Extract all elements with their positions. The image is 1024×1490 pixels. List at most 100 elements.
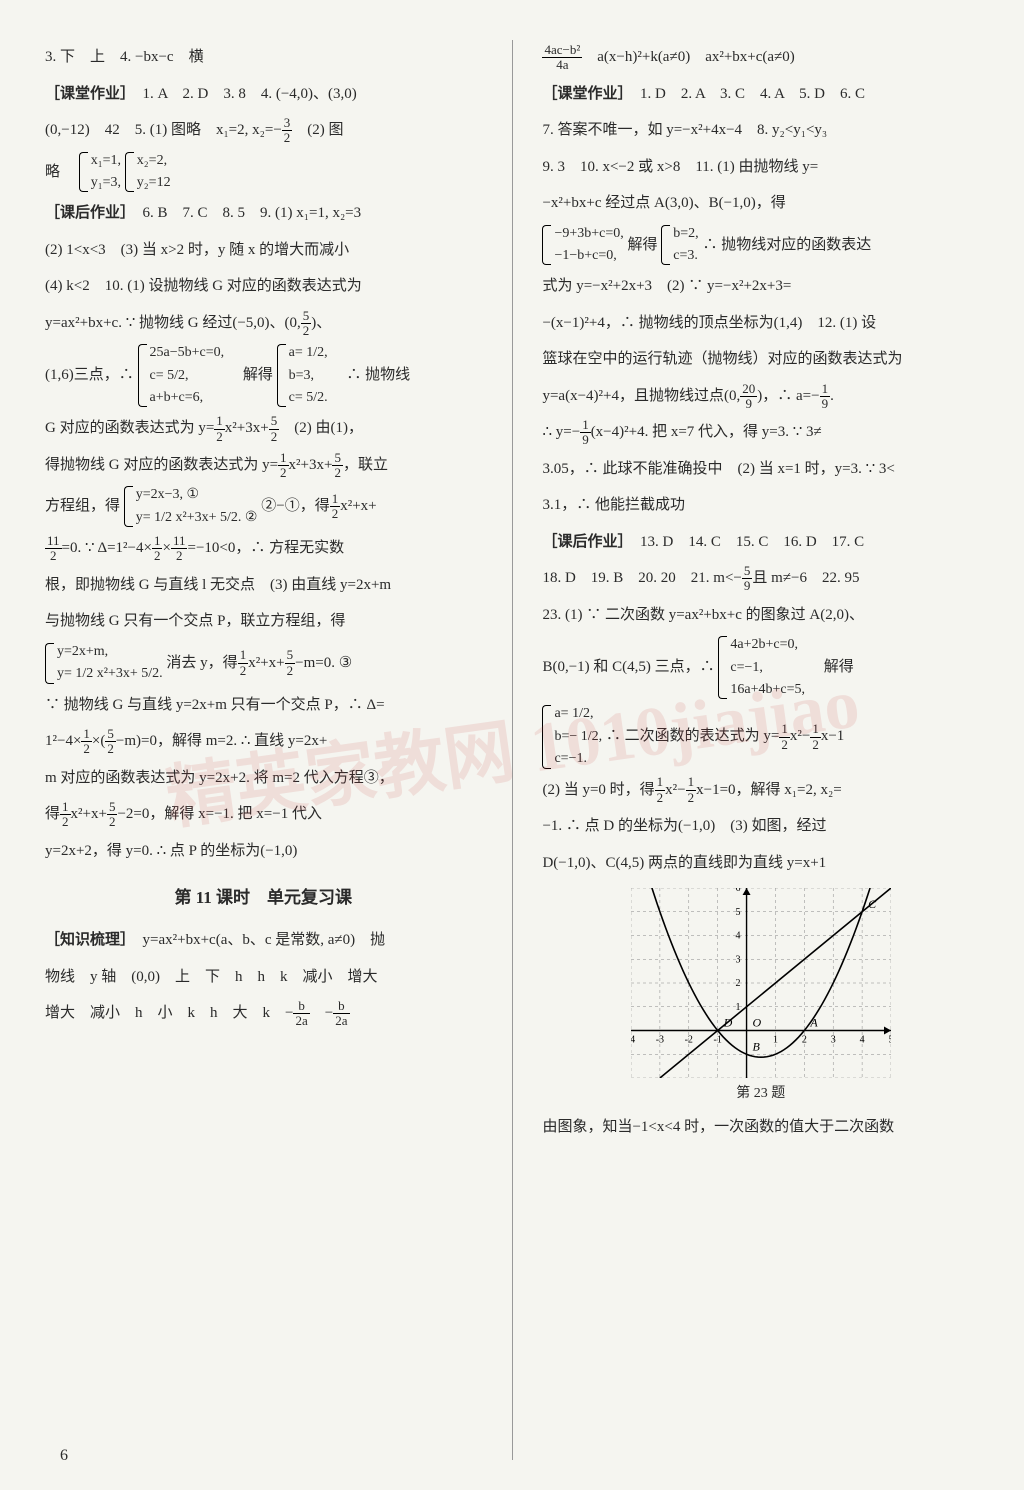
text: )，∴ a=− [757, 388, 819, 404]
text-line: 式为 y=−x²+2x+3 (2) ∵ y=−x²+2x+3= [542, 269, 979, 304]
text-line: (0,−12) 42 5. (1) 图略 x₁=2, x₂=−32 (2) 图 [45, 113, 482, 148]
text: ∴ 抛物线 [331, 367, 410, 383]
section-label: ［课堂作业］ [45, 86, 128, 102]
text: 6. B 7. C 8. 5 9. (1) x₁=1, x₂=3 [128, 205, 362, 221]
fraction: 12 [214, 414, 225, 444]
text: 且 m≠−6 22. 95 [752, 570, 859, 586]
text: 1. A 2. D 3. 8 4. (−4,0)、(3,0) [128, 86, 357, 102]
svg-text:D: D [722, 1016, 732, 1030]
text: 1. D 2. A 3. C 4. A 5. D 6. C [625, 86, 865, 102]
text: 18. D 19. B 20. 20 21. m<− [542, 570, 741, 586]
text-line: −(x−1)²+4，∴ 抛物线的顶点坐标为(1,4) 12. (1) 设 [542, 306, 979, 341]
text-line: y=2x+2，得 y=0. ∴ 点 P 的坐标为(−1,0) [45, 834, 482, 869]
fraction: 52 [105, 727, 116, 757]
text: (x−4)²+4. 把 x=7 代入，得 y=3. ∵ 3≠ [591, 424, 822, 440]
text: 1²−4× [45, 733, 81, 749]
text: −m=0. ③ [295, 655, 352, 671]
text: × [162, 540, 170, 556]
text: (1,6)三点，∴ [45, 367, 138, 383]
text: −m)=0，解得 m=2. ∴ 直线 y=2x+ [116, 733, 327, 749]
text: ，联立 [343, 457, 388, 473]
text-line: G 对应的函数表达式为 y=12x²+3x+52 (2) 由(1)， [45, 411, 482, 446]
svg-text:2: 2 [802, 1035, 807, 1046]
text: x²+x+ [340, 498, 376, 514]
text: 方程组，得 [45, 498, 120, 514]
text: x²+x+ [248, 655, 284, 671]
svg-text:1: 1 [773, 1035, 778, 1046]
text: x²− [665, 782, 685, 798]
fraction: 112 [171, 534, 188, 564]
fraction: b2a [293, 999, 309, 1029]
fraction: 12 [238, 648, 249, 678]
text-line: ∴ y=−19(x−4)²+4. 把 x=7 代入，得 y=3. ∵ 3≠ [542, 415, 979, 450]
svg-text:4: 4 [859, 1035, 864, 1046]
text-line: 与抛物线 G 只有一个交点 P，联立方程组，得 [45, 604, 482, 639]
text: −2=0，解得 x=−1. 把 x=−1 代入 [117, 806, 322, 822]
text-line: 物线 y 轴 (0,0) 上 下 h h k 减小 增大 [45, 960, 482, 995]
fraction: 19 [580, 418, 591, 448]
text-line: (1,6)三点，∴ 25a−5b+c=0,c= 5/2,a+b+c=6, 解得 … [45, 342, 482, 409]
svg-text:5: 5 [735, 907, 740, 918]
fraction: 52 [332, 451, 343, 481]
section-label: ［课后作业］ [542, 534, 625, 550]
text-line: 由图象，知当−1<x<4 时，一次函数的值大于二次函数 [542, 1110, 979, 1145]
fraction: 12 [686, 775, 697, 805]
svg-text:-4: -4 [631, 1035, 635, 1046]
text-line: 1²−4×12×(52−m)=0，解得 m=2. ∴ 直线 y=2x+ [45, 724, 482, 759]
text: (0,−12) 42 5. (1) 图略 x₁=2, x₂=− [45, 122, 282, 138]
svg-text:-3: -3 [655, 1035, 663, 1046]
svg-text:A: A [809, 1016, 818, 1030]
brace-system: −9+3b+c=0,−1−b+c=0, [542, 223, 623, 268]
text: 增大 减小 h 小 k h 大 k − [45, 1005, 293, 1021]
text-line: ［课堂作业］ 1. A 2. D 3. 8 4. (−4,0)、(3,0) [45, 77, 482, 112]
text: a(x−h)²+k(a≠0) ax²+bx+c(a≠0) [582, 49, 795, 65]
fraction: 112 [45, 534, 62, 564]
text: G 对应的函数表达式为 y= [45, 420, 214, 436]
text: =0. ∵ Δ=1²−4× [62, 540, 152, 556]
text: =−10<0，∴ 方程无实数 [187, 540, 344, 556]
text-line: m 对应的函数表达式为 y=2x+2. 将 m=2 代入方程③， [45, 761, 482, 796]
brace-system: x₂=2,y₂=12 [125, 150, 171, 195]
svg-text:4: 4 [735, 931, 740, 942]
text: (2) 由(1)， [279, 420, 363, 436]
text-line: D(−1,0)、C(4,5) 两点的直线即为直线 y=x+1 [542, 846, 979, 881]
text: x²− [790, 728, 810, 744]
fraction: 12 [779, 722, 790, 752]
brace-system: x₁=1,y₁=3, [79, 150, 121, 195]
text: y=ax²+bx+c(a、b、c 是常数, a≠0) 抛 [128, 932, 386, 948]
lesson-title: 第 11 课时 单元复习课 [45, 878, 482, 917]
text: ②−①，得 [261, 498, 329, 514]
text-line: ［课后作业］ 6. B 7. C 8. 5 9. (1) x₁=1, x₂=3 [45, 196, 482, 231]
text-line: (2) 1<x<3 (3) 当 x>2 时，y 随 x 的增大而减小 [45, 233, 482, 268]
text-line: ［课后作业］ 13. D 14. C 15. C 16. D 17. C [542, 525, 979, 560]
svg-text:6: 6 [735, 888, 740, 894]
text: 解得 [809, 659, 854, 675]
fraction: 32 [282, 116, 293, 146]
text: 略 [45, 163, 75, 179]
left-column: 3. 下 上 4. −bx−c 横 ［课堂作业］ 1. A 2. D 3. 8 … [45, 40, 482, 1460]
text: − [310, 1005, 333, 1021]
svg-text:3: 3 [830, 1035, 835, 1046]
text-line: 4ac−b²4a a(x−h)²+k(a≠0) ax²+bx+c(a≠0) [542, 40, 979, 75]
fraction: 12 [330, 492, 341, 522]
fraction: 12 [81, 727, 92, 757]
text-line: 增大 减小 h 小 k h 大 k −b2a −b2a [45, 996, 482, 1031]
svg-text:C: C [868, 897, 877, 911]
text: ∴ 抛物线对应的函数表达 [702, 236, 871, 252]
text-line: 112=0. ∵ Δ=1²−4×12×112=−10<0，∴ 方程无实数 [45, 531, 482, 566]
svg-text:B: B [752, 1039, 760, 1053]
brace-system: 25a−5b+c=0,c= 5/2,a+b+c=6, [138, 342, 225, 409]
text-line: 23. (1) ∵ 二次函数 y=ax²+bx+c 的图象过 A(2,0)、 [542, 598, 979, 633]
fraction: 52 [269, 414, 280, 444]
svg-text:2: 2 [735, 978, 740, 989]
brace-system: b=2,c=3. [661, 223, 698, 268]
text: ×( [92, 733, 105, 749]
graph-q23: -4-3-2-112345123456ABCDOxy [631, 888, 891, 1078]
fraction: 12 [810, 722, 821, 752]
text: x−1=0，解得 x₁=2, x₂= [696, 782, 842, 798]
text-line: −x²+bx+c 经过点 A(3,0)、B(−1,0)，得 [542, 186, 979, 221]
text: ∴ y=− [542, 424, 580, 440]
text-line: (2) 当 y=0 时，得12x²−12x−1=0，解得 x₁=2, x₂= [542, 773, 979, 808]
fraction: 209 [740, 382, 757, 412]
brace-system: a= 1/2,b=3,c= 5/2. [277, 342, 328, 409]
